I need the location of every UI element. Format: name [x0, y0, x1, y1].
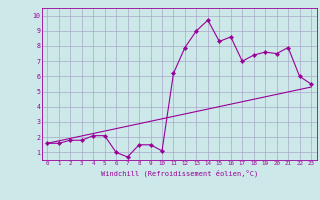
X-axis label: Windchill (Refroidissement éolien,°C): Windchill (Refroidissement éolien,°C) [100, 169, 258, 177]
